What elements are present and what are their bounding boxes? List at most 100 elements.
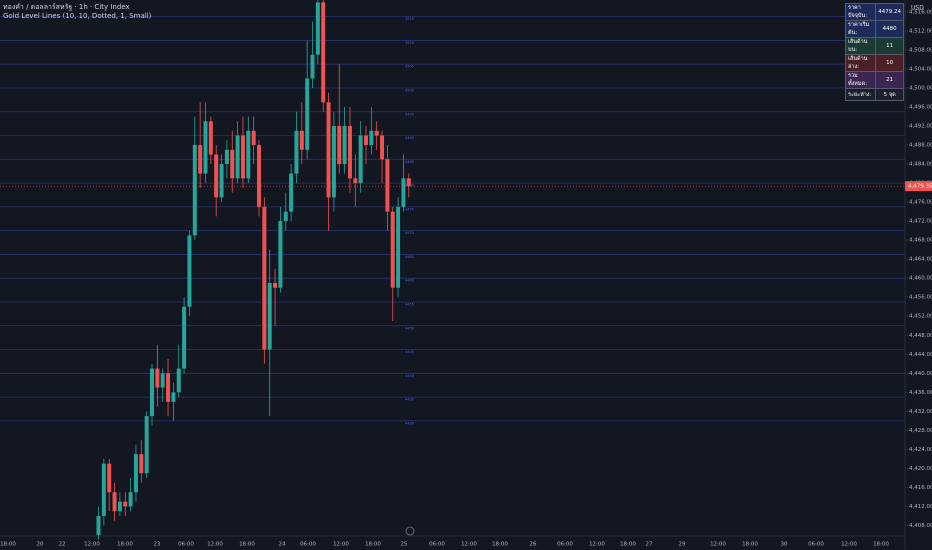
y-tick-label: 4,472.00: [909, 219, 932, 225]
level-label: 4440: [405, 374, 414, 378]
candle-body: [262, 206, 267, 350]
y-tick-label: 4,448.00: [909, 333, 932, 339]
x-tick-label: 12:00: [589, 542, 605, 548]
candle-body: [251, 130, 256, 146]
level-label: 4510: [405, 41, 414, 45]
level-label: 4455: [405, 302, 414, 306]
header: ทองคำ / ดอลลาร์สหรัฐ · 1h · City Index G…: [3, 3, 151, 21]
candle-body: [166, 373, 171, 402]
x-tick-label: 20: [37, 542, 44, 548]
candle-body: [385, 159, 390, 212]
y-tick-label: 4,432.00: [909, 409, 932, 415]
candle-body: [208, 121, 213, 155]
x-tick-label: 18:00: [620, 542, 636, 548]
candle-body: [155, 368, 160, 388]
info-label: รวมทั้งหมด:: [844, 71, 877, 89]
info-row: เส้นด้านบน: 11: [844, 37, 904, 55]
y-tick-label: 4,452.00: [909, 314, 932, 320]
x-tick-label: 30: [781, 542, 788, 548]
x-tick-label: 25: [401, 542, 408, 548]
x-tick-label: 06:00: [300, 542, 316, 548]
info-row: ระยะห่าง: 5 จุด: [844, 88, 904, 101]
info-row: เส้นด้านล่าง: 10: [844, 54, 904, 72]
symbol-title: ทองคำ / ดอลลาร์สหรัฐ · 1h · City Index: [3, 3, 130, 11]
candle-body: [150, 368, 154, 417]
x-tick-label: 18:00: [492, 542, 508, 548]
x-tick-label: 06:00: [178, 542, 194, 548]
y-tick-label: 4,408.00: [909, 523, 932, 529]
y-tick-label: 4,464.00: [909, 257, 932, 263]
y-tick-label: 4,484.00: [909, 162, 932, 168]
x-tick-label: 06:00: [429, 542, 445, 548]
y-tick-label: 4,444.00: [909, 352, 932, 358]
x-tick-label: 12:00: [207, 542, 223, 548]
y-tick-label: 4,420.00: [909, 466, 932, 472]
candle-body: [240, 135, 245, 179]
y-tick-label: 4,512.00: [909, 28, 932, 34]
candle-body: [112, 492, 117, 512]
level-label: 4435: [405, 398, 414, 402]
last-price-box: [905, 181, 932, 192]
candle-body: [230, 149, 235, 179]
candle-body: [176, 368, 181, 393]
candle-body: [144, 416, 149, 474]
x-tick-label: 18:00: [873, 542, 889, 548]
level-label: 4475: [405, 207, 414, 211]
y-tick-label: 4,436.00: [909, 390, 932, 396]
info-table: ราคาปัจจุบัน: 4479.24 ราคาเริ่มต้น: 4480 เส้…: [844, 3, 904, 101]
x-tick-label: 18:00: [239, 542, 255, 548]
y-tick-label: 4,460.00: [909, 276, 932, 282]
x-tick-label: 12:00: [84, 542, 100, 548]
y-tick-label: 4,516.00: [909, 9, 932, 15]
x-tick-label: 23: [154, 542, 161, 548]
candle-body: [310, 54, 315, 79]
candle-body: [321, 2, 326, 103]
x-tick-label: 06:00: [808, 542, 824, 548]
x-tick-label: 22: [59, 542, 66, 548]
candle-body: [117, 501, 122, 512]
level-label: 4500: [405, 88, 414, 92]
level-label: 4470: [405, 231, 414, 235]
candle-body: [171, 392, 176, 402]
candle-body: [331, 126, 336, 198]
x-tick-label: 18:00: [365, 542, 381, 548]
x-tick-label: 26: [530, 542, 537, 548]
y-tick-label: 4,416.00: [909, 485, 932, 491]
x-tick-label: 27: [646, 542, 653, 548]
currency: USD: [911, 5, 924, 12]
info-label: ราคาเริ่มต้น:: [844, 20, 877, 38]
candle-body: [273, 282, 278, 288]
candle-body: [101, 463, 106, 516]
y-tick-label: 4,500.00: [909, 85, 932, 91]
y-tick-label: 4,488.00: [909, 143, 932, 149]
candle-body: [396, 206, 401, 288]
candle-body: [203, 121, 208, 174]
x-tick-label: 06:00: [557, 542, 573, 548]
candle-body: [187, 235, 192, 307]
candle-body: [353, 178, 358, 184]
candle-body: [192, 145, 197, 236]
candle-body: [219, 164, 224, 198]
candle-body: [128, 492, 133, 507]
info-value: 10: [875, 54, 904, 72]
candle-body: [369, 130, 374, 146]
candle-body: [133, 454, 138, 493]
y-tick-label: 4,492.00: [909, 124, 932, 130]
logo: [405, 526, 415, 536]
info-value: 21: [875, 71, 904, 89]
candle-body: [123, 501, 128, 507]
info-value: 4480: [875, 20, 904, 38]
candle-body: [267, 282, 272, 350]
y-tick-label: 4,508.00: [909, 47, 932, 53]
candle-body: [278, 221, 283, 288]
y-tick-label: 4,440.00: [909, 371, 932, 377]
y-tick-label: 4,428.00: [909, 428, 932, 434]
x-tick-label: 18:00: [742, 542, 758, 548]
candle-body: [401, 178, 406, 207]
info-label: เส้นด้านบน:: [844, 37, 877, 55]
y-tick-label: 4,468.00: [909, 238, 932, 244]
info-row: ราคาปัจจุบัน: 4479.24: [844, 3, 904, 21]
level-label: 4460: [405, 279, 414, 283]
candle-body: [294, 130, 299, 174]
